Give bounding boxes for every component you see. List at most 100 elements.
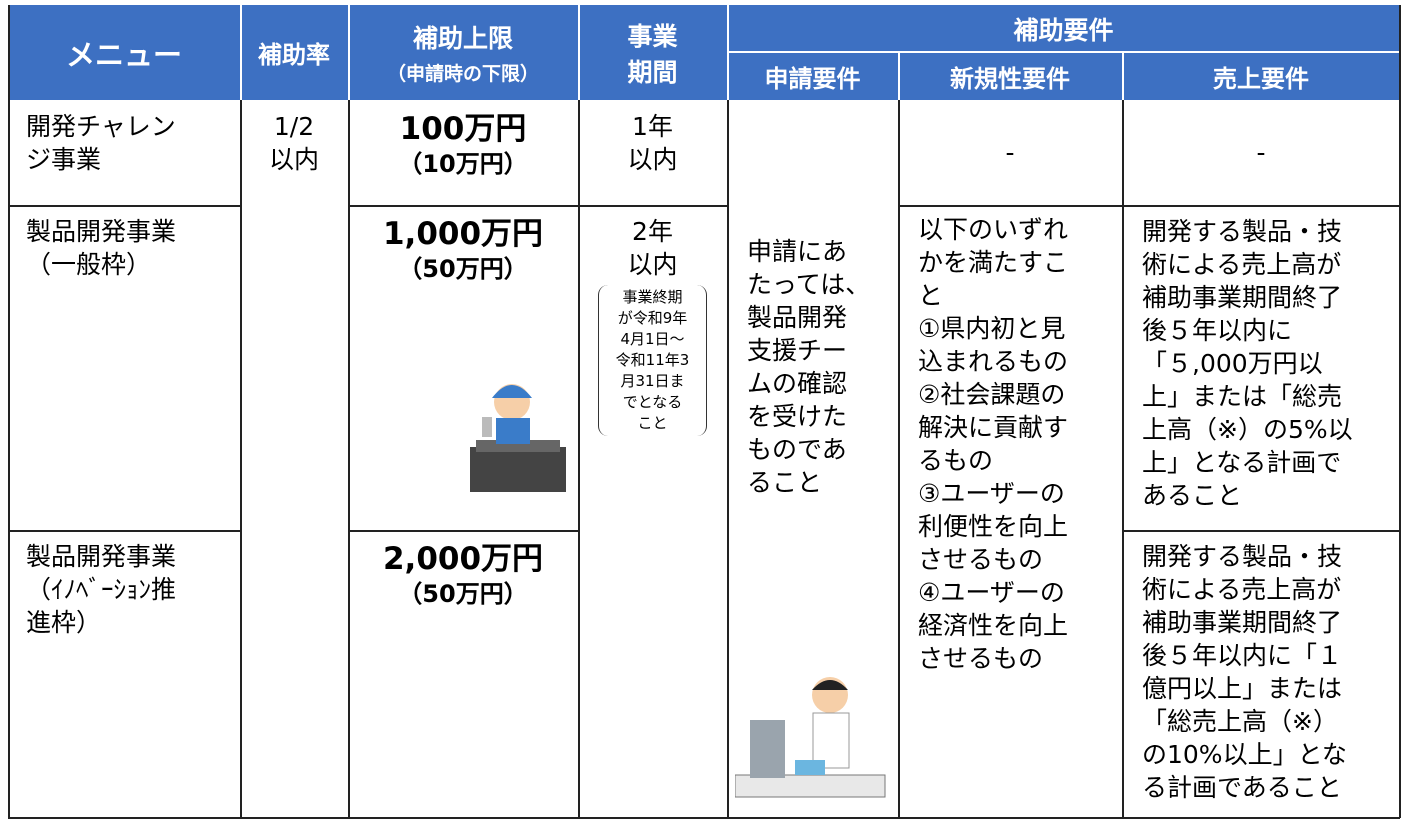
row-line [8,817,1400,819]
header-divider [348,5,350,100]
text-line: 1/2 [273,112,315,141]
text-line: 期間 [627,57,678,87]
text-line: 上」となる計画で [1142,448,1342,477]
text-line: 後５年以内に [1142,316,1293,345]
text-line: 売上要件 [1213,64,1309,93]
column-line [898,100,900,818]
table-cell: 開発チャレン ジ事業 [8,100,240,205]
scientist-illustration [735,677,886,798]
text-line: 経済性を向上 [918,611,1069,640]
header-cell: 申請要件 [727,52,898,100]
text-line: 込まれるもの [918,347,1069,376]
text-line: - [1256,138,1266,167]
text-line: 1年 [632,112,673,141]
text-line: 申請要件 [764,64,861,93]
text-line: 製品開発 [747,303,848,332]
text-line: 「５,000万円以 [1142,349,1323,378]
header-cell: 事業 期間 [578,5,727,100]
text-line: 補助率 [258,41,330,69]
text-line: ③ユーザーの [918,479,1065,508]
header-cell: 補助率 [240,5,348,100]
text-line: かを満たすこ [918,248,1069,277]
text-line: 開発チャレン [26,112,176,141]
table-cell: - [1122,100,1400,205]
text-line: 以内 [268,145,319,174]
header-cell: メニュー [8,5,240,100]
column-line [1399,5,1401,100]
text-line: 製品開発事業 [26,542,177,571]
text-line: るもの [918,446,994,475]
column-line [727,100,729,818]
text-line: ②社会課題の [918,380,1066,409]
text-line: 上高（※）の5%以 [1142,415,1353,444]
text-line: メニュー [65,37,182,72]
header-cell: 補助上限 （申請時の下限） [348,5,578,100]
text-line: （50万円） [398,255,528,283]
text-line: 申請にあ [747,237,848,266]
text-line: 製品開発事業 [26,217,177,246]
text-line: 1,000万円 [382,216,544,252]
text-line: 支援チー [747,336,848,365]
text-line: 術による売上高が [1142,250,1342,279]
header-divider [1122,52,1124,100]
text-line: 事業 [627,21,678,51]
text-line: 開発する製品・技 [1142,217,1343,246]
table-cell: 製品開発事業 （一般枠） [8,205,240,530]
text-line: ること [747,468,823,497]
row-line [898,205,1400,207]
text-line: 進枠） [26,608,102,637]
text-line: ジ事業 [26,145,102,174]
text-line: させるもの [918,644,1044,673]
text-line: を受けた [747,402,848,431]
column-line [8,100,10,818]
text-line: 補助上限 [412,24,513,53]
row-line [348,530,578,532]
table-cell: 以下のいずれ かを満たすこと ①県内初と見 込まれるもの ②社会課題の 解決に貢献す るもの… [898,205,1122,818]
header-cell: 売上要件 [1122,52,1400,100]
row-line [8,205,240,207]
text-line: ものであ [747,435,847,464]
column-line [1399,100,1401,818]
text-line: 後５年以内に「１ [1142,641,1343,670]
table-cell: 100万円 （10万円） [348,100,578,205]
row-line [348,205,727,207]
text-line: 以内 [627,250,678,279]
row-line [1122,530,1400,532]
text-line: 100万円 [399,111,527,147]
text-line: 「総売上高（※） [1142,707,1338,736]
text-line: （一般枠） [26,250,152,279]
text-line: 以下のいずれ [918,215,1069,244]
text-line: 補助事業期間終了 [1142,283,1343,312]
table-cell: 1年以内 [578,100,727,205]
table-cell: 1,000万円 （50万円） [348,205,578,530]
text-line: 術による売上高が [1142,575,1342,604]
text-line: こと [637,414,668,432]
text-line: ①県内初と見 [918,314,1066,343]
table-cell: 2,000万円 （50万円） [348,530,578,818]
text-line: 令和11年3 [615,351,690,369]
text-line: 2,000万円 [382,541,544,577]
text-line: が令和9年 [617,309,688,327]
text-line: 以内 [627,145,678,174]
text-line: 2年 [632,217,673,246]
table-cell: - [898,100,1122,205]
text-line: 新規性要件 [950,64,1070,93]
text-line: - [1005,138,1015,167]
text-line: 月31日ま [620,372,685,390]
text-line: 補助事業期間終了 [1142,608,1343,637]
header-divider [898,52,900,100]
table-cell: 開発する製品・技 術による売上高が 補助事業期間終了 後５年以内に 「５,000万円以上… [1122,205,1400,530]
table-cell: 2年 以内 事業終期 が令和9年 4月1日～ 令和11年3 月31日ま でとなる こと [578,205,727,530]
text-line: 利便性を向上 [918,512,1069,541]
text-line: と [918,281,944,310]
worker-illustration [470,384,566,492]
text-line: の10%以上」とな [1142,740,1347,769]
text-line: ④ユーザーの [918,578,1065,607]
text-line: 4月1日～ [620,330,685,348]
period-note: 事業終期 が令和9年 4月1日～ 令和11年3 月31日ま でとなる こと [598,285,707,436]
column-line [348,100,350,818]
text-line: 億円以上」または [1142,674,1343,703]
column-line [1122,100,1124,818]
table-cell: 製品開発事業 （ｲﾉﾍﾞｰｼｮﾝ推 進枠） [8,530,240,818]
